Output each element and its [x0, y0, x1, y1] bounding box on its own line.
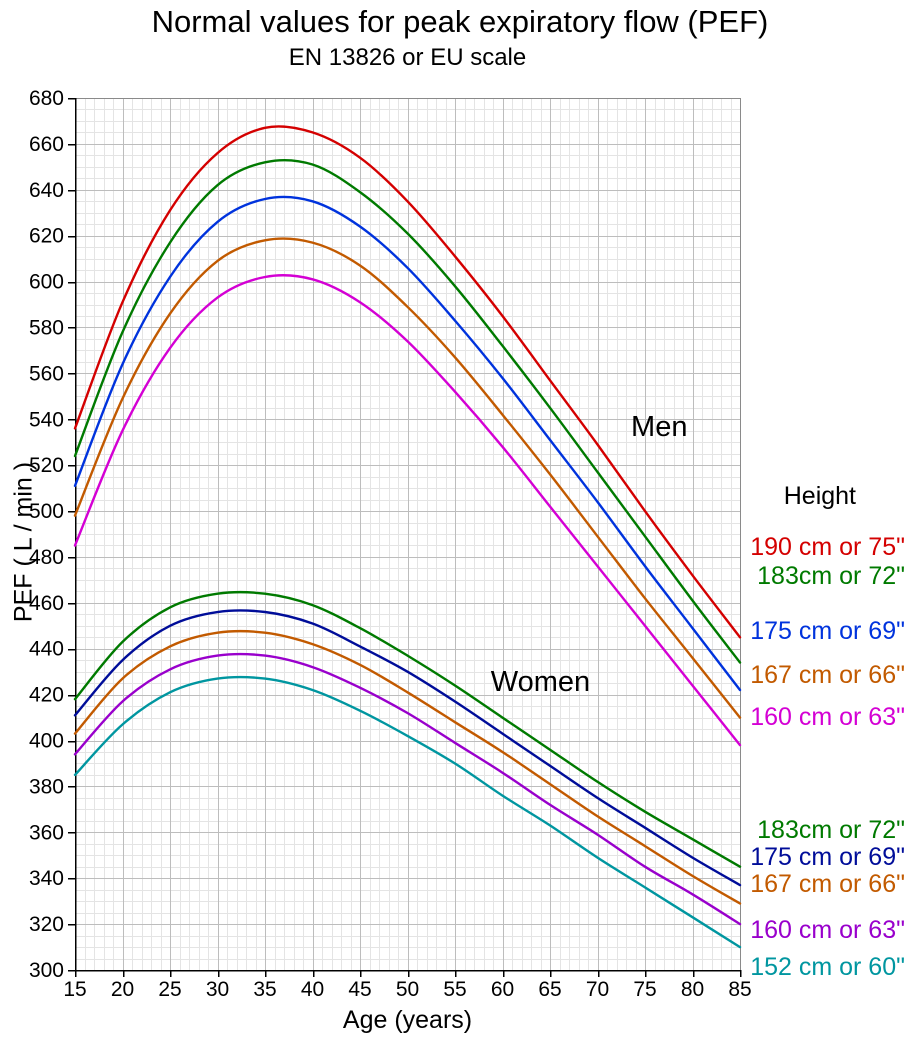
legend-men-167: 167 cm or 66"	[750, 661, 905, 689]
y-tick-label: 520	[29, 454, 64, 477]
y-tick-label: 580	[29, 316, 64, 339]
x-axis-label: Age (years)	[342, 1006, 473, 1034]
y-tick-label: 420	[29, 684, 64, 707]
x-tick-label: 75	[633, 978, 656, 1001]
y-tick-label: 640	[29, 179, 64, 202]
curve-men-183	[73, 158, 742, 664]
x-tick-label: 55	[443, 978, 466, 1001]
x-tick-label: 85	[728, 978, 751, 1001]
y-tick-label: 540	[29, 408, 64, 431]
y-tick-label: 460	[29, 592, 64, 615]
x-tick-label: 25	[158, 978, 181, 1001]
y-tick-label: 500	[29, 500, 64, 523]
annotation-men: Men	[631, 411, 687, 443]
legend-men-190: 190 cm or 75"	[750, 533, 905, 561]
y-tick-label: 560	[29, 362, 64, 385]
y-tick-label: 660	[29, 133, 64, 156]
x-tick-label: 15	[63, 978, 86, 1001]
x-tick-label: 45	[348, 978, 371, 1001]
y-tick-label: 400	[29, 730, 64, 753]
y-tick-label: 440	[29, 638, 64, 661]
legend-men-183: 183cm or 72"	[757, 562, 905, 590]
legend-women-183: 183cm or 72"	[757, 816, 905, 844]
y-tick-label: 300	[29, 959, 64, 982]
legend-women-152: 152 cm or 60"	[750, 953, 905, 981]
curve-women-152	[73, 675, 742, 949]
y-tick-label: 480	[29, 546, 64, 569]
y-tick-label: 620	[29, 225, 64, 248]
x-tick-label: 20	[111, 978, 134, 1001]
legend-women-175: 175 cm or 69"	[750, 843, 905, 871]
y-tick-label: 680	[29, 87, 64, 110]
legend-men-175: 175 cm or 69"	[750, 617, 905, 645]
curve-men-167	[73, 237, 742, 719]
curve-women-175	[73, 609, 742, 887]
curve-women-183	[73, 590, 742, 868]
x-tick-label: 80	[681, 978, 704, 1001]
y-tick-label: 360	[29, 821, 64, 844]
y-tick-label: 340	[29, 867, 64, 890]
y-tick-label: 600	[29, 271, 64, 294]
curve-women-167	[73, 629, 742, 905]
curve-men-175	[73, 195, 742, 692]
x-tick-label: 65	[538, 978, 561, 1001]
x-tick-label: 70	[586, 978, 609, 1001]
x-tick-label: 35	[253, 978, 276, 1001]
x-tick-label: 60	[491, 978, 514, 1001]
legend-women-160: 160 cm or 63"	[750, 916, 905, 944]
legend-men-160: 160 cm or 63"	[750, 703, 905, 731]
legend-header: Height	[783, 482, 856, 510]
annotation-women: Women	[491, 666, 590, 698]
chart-subtitle: EN 13826 or EU scale	[288, 44, 527, 71]
x-tick-label: 40	[301, 978, 324, 1001]
y-tick-label: 320	[29, 913, 64, 936]
y-tick-label: 380	[29, 775, 64, 798]
x-tick-label: 50	[396, 978, 419, 1001]
chart-title: Normal values for peak expiratory flow (…	[151, 4, 769, 39]
curve-men-160	[73, 274, 742, 747]
x-tick-label: 30	[206, 978, 229, 1001]
curve-women-160	[73, 652, 742, 926]
curve-men-190	[73, 125, 742, 639]
legend-women-167: 167 cm or 66"	[750, 870, 905, 898]
